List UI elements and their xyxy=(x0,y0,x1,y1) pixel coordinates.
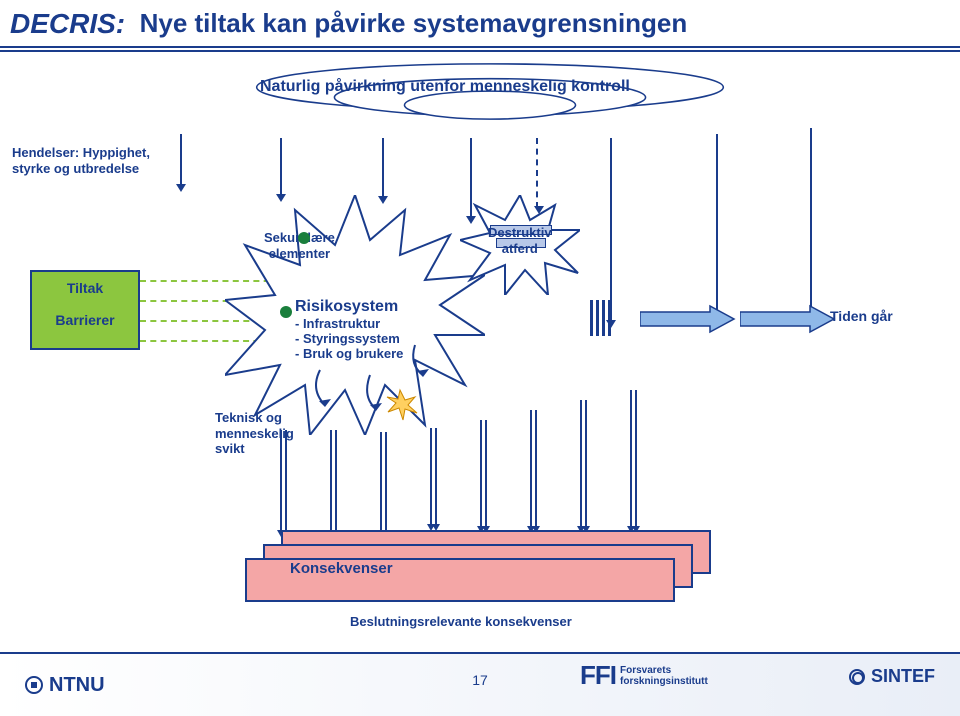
down-arrow xyxy=(380,432,388,532)
cloud-arrow xyxy=(382,138,384,198)
pipe-bar xyxy=(590,300,593,336)
sintef-icon xyxy=(849,669,865,685)
pipe-bar xyxy=(608,300,611,336)
down-arrow xyxy=(580,400,588,526)
tiltak-title: Tiltak xyxy=(32,280,138,296)
sintef-logo: SINTEF xyxy=(849,666,935,687)
hendelser-label: Hendelser: Hyppighet, styrke og utbredel… xyxy=(12,145,150,176)
header-title: Nye tiltak kan påvirke systemavgrensning… xyxy=(140,8,688,39)
pipe-bar xyxy=(596,300,599,336)
page-number: 17 xyxy=(472,672,488,688)
header-prefix: DECRIS: xyxy=(10,8,125,40)
down-arrow xyxy=(280,430,288,530)
consequences-label: Konsekvenser xyxy=(290,560,393,577)
green-dot xyxy=(280,306,292,318)
flow-arrow xyxy=(740,304,840,334)
down-arrow xyxy=(480,420,488,526)
down-arrow xyxy=(630,390,638,526)
cloud-arrow xyxy=(610,138,612,322)
decision-label: Beslutningsrelevante konsekvenser xyxy=(350,614,572,629)
header-underline-2 xyxy=(0,50,960,52)
cloud-label: Naturlig påvirkning utenfor menneskelig … xyxy=(260,78,630,96)
ntnu-logo: NTNU xyxy=(25,674,105,697)
tiltak-box: Tiltak Barrierer xyxy=(30,270,140,350)
cloud-arrow xyxy=(280,138,282,196)
tiltak-subtitle: Barrierer xyxy=(32,312,138,328)
pipe-bar xyxy=(602,300,605,336)
cloud-arrow xyxy=(180,134,182,186)
cloud-arrow xyxy=(810,128,812,322)
ffi-logo: FFI Forsvarets forskningsinstitutt xyxy=(580,660,708,691)
tiden-label: Tiden går xyxy=(830,308,893,324)
down-arrow xyxy=(530,410,538,526)
ntnu-icon xyxy=(25,676,43,694)
down-arrow xyxy=(330,430,338,530)
destruktiv-label: Destruktiv atferd xyxy=(488,225,552,256)
pipe-group xyxy=(590,300,620,336)
green-dot xyxy=(298,232,310,244)
risikosystem: Risikosystem - Infrastruktur - Styringss… xyxy=(295,298,403,361)
flow-arrow xyxy=(640,304,740,334)
cloud-arrow xyxy=(716,134,718,322)
down-arrow xyxy=(430,428,438,524)
